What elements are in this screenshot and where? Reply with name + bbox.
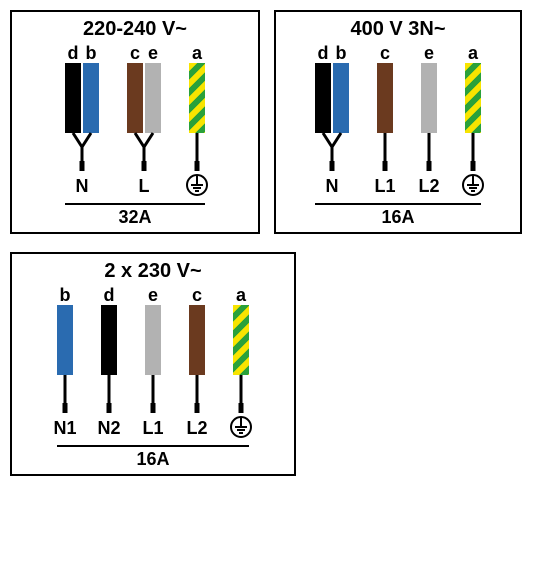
earth-symbol [461, 173, 485, 202]
terminal-label: L2 [179, 418, 215, 439]
wire-letter-row: db ce a [65, 43, 205, 63]
wiring-diagram-3: 2 x 230 V~b d e c a N1 N2 L1 L2 16A [10, 252, 296, 476]
wire-black [65, 63, 81, 133]
terminal-label: L2 [411, 176, 447, 197]
wire-letter-row: bdeca [57, 285, 249, 305]
wire-grey [145, 63, 161, 133]
wire-grey [421, 63, 437, 133]
terminal-label: N2 [91, 418, 127, 439]
earth-icon [185, 173, 209, 197]
wire-brown [189, 305, 205, 375]
wire-letter: a [189, 43, 205, 64]
wire-earth [465, 63, 481, 133]
wire-letter: e [145, 43, 161, 64]
wiring-diagram-2: 400 V 3N~db c e a N L1 L2 16A [274, 10, 522, 234]
wire-earth [189, 63, 205, 133]
terminal-label: N [64, 176, 100, 197]
earth-symbol [229, 415, 253, 444]
wire-letter: d [65, 43, 81, 64]
earth-icon [461, 173, 485, 197]
wire-letter: a [465, 43, 481, 64]
terminal-label-row: NL [65, 173, 205, 199]
wire-grey [145, 305, 161, 375]
wire-letter: c [189, 285, 205, 306]
wire-letter: d [101, 285, 117, 306]
wire-blue [57, 305, 73, 375]
cable-area [315, 63, 481, 173]
wire-letter: e [145, 285, 161, 306]
terminal-label-row: N L1 L2 [315, 173, 481, 199]
amperage-label: 16A [22, 447, 284, 470]
wire-letter: b [83, 43, 99, 64]
top-row: 220-240 V~dbcea NL 32A 400 V 3N~dbcea [10, 10, 526, 234]
wire-letter: b [333, 43, 349, 64]
wire-letter: d [315, 43, 331, 64]
earth-icon [229, 415, 253, 439]
bottom-row: 2 x 230 V~b d e c a N1 N2 L1 L2 16A [10, 252, 526, 476]
amperage-label: 32A [22, 205, 248, 228]
terminal-label: N1 [47, 418, 83, 439]
earth-symbol [185, 173, 209, 202]
voltage-title: 2 x 230 V~ [22, 260, 284, 283]
wire-letter: b [57, 285, 73, 306]
wire-letter-row: db c e a [315, 43, 481, 63]
terminal-label-row: N1N2L1L2 [57, 415, 249, 441]
voltage-title: 400 V 3N~ [286, 18, 510, 41]
wire-black [315, 63, 331, 133]
wire-letter: c [127, 43, 143, 64]
wire-letter: a [233, 285, 249, 306]
terminal-label: L1 [135, 418, 171, 439]
cable-area [65, 63, 205, 173]
wire-blue [333, 63, 349, 133]
wire-earth [233, 305, 249, 375]
cable-area [57, 305, 249, 415]
terminal-label: L [126, 176, 162, 197]
terminal-label: N [314, 176, 350, 197]
wire-letter: c [377, 43, 393, 64]
wire-brown [127, 63, 143, 133]
amperage-label: 16A [286, 205, 510, 228]
wire-blue [83, 63, 99, 133]
wire-letter: e [421, 43, 437, 64]
wire-brown [377, 63, 393, 133]
wire-black [101, 305, 117, 375]
voltage-title: 220-240 V~ [22, 18, 248, 41]
terminal-label: L1 [367, 176, 403, 197]
wiring-diagram-1: 220-240 V~dbcea NL 32A [10, 10, 260, 234]
